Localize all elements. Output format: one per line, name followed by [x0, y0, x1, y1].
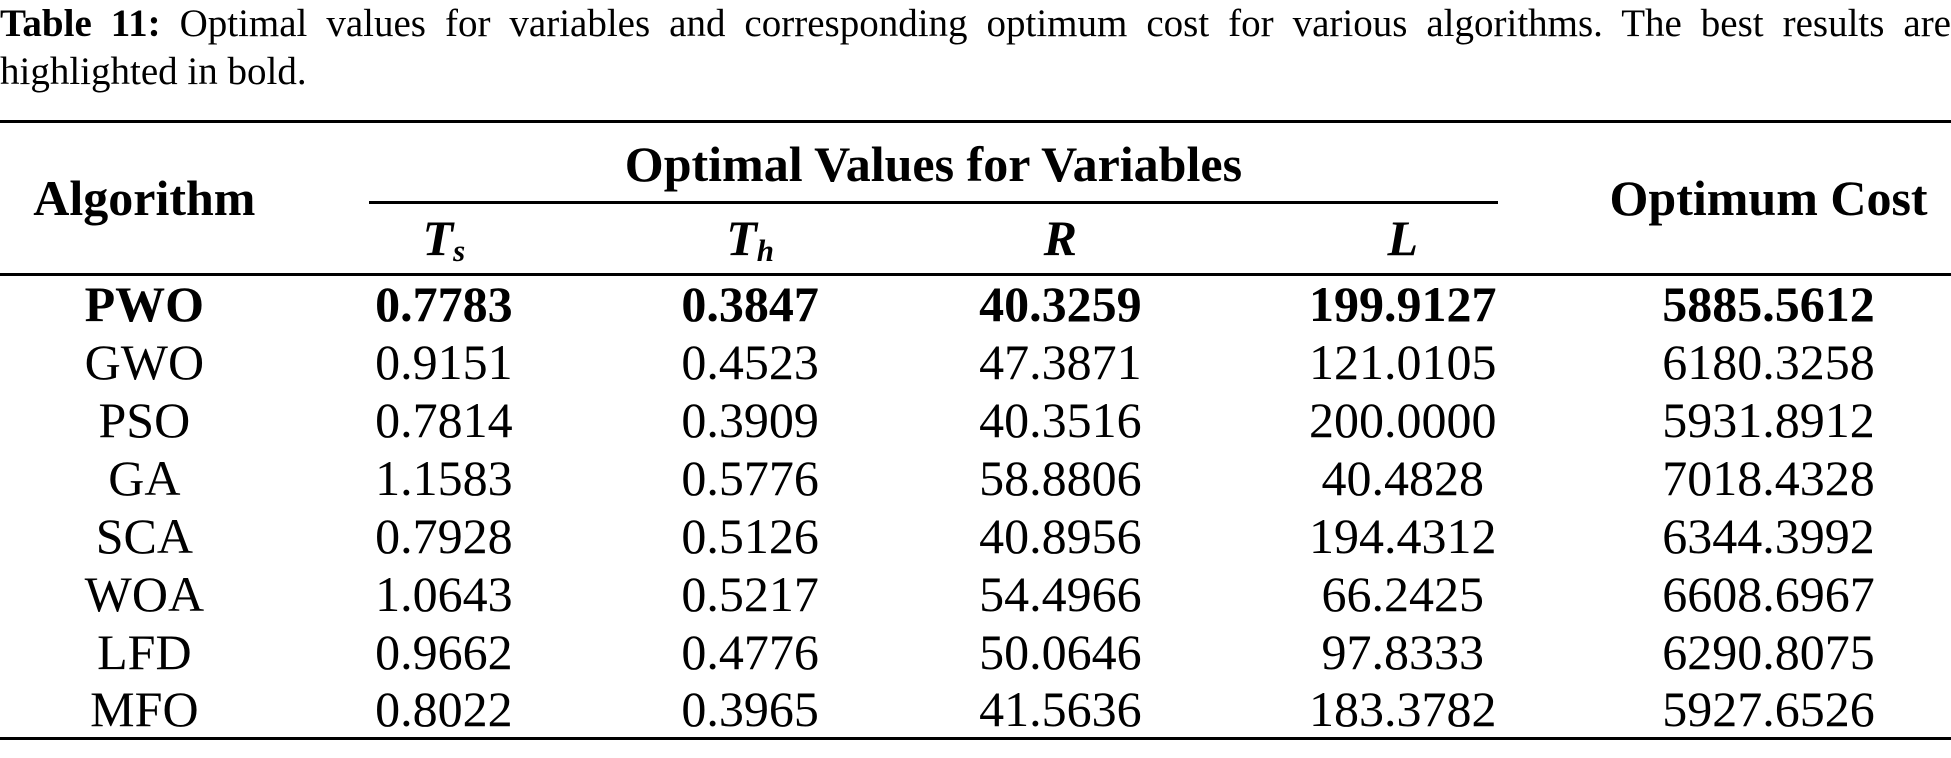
- cell-cost: 6608.6967: [1662, 565, 1875, 622]
- cell-l: 121.0105: [1308, 333, 1497, 390]
- cell-th: 0.3909: [681, 391, 819, 448]
- col-header-ts: Ts: [422, 210, 466, 268]
- cell-r: 41.5636: [979, 680, 1142, 737]
- cell-ts: 1.1583: [375, 449, 513, 506]
- cell-r: 40.3516: [979, 391, 1142, 448]
- cell-cost: 5927.6526: [1662, 680, 1875, 737]
- table-row: LFD 0.9662 0.4776 50.0646 97.8333 6290.8…: [0, 623, 1951, 681]
- cell-r: 40.8956: [979, 507, 1142, 564]
- results-table: Algorithm Optimal Values for Variables O…: [0, 120, 1951, 740]
- cell-l: 97.8333: [1321, 623, 1484, 680]
- cell-algorithm: SCA: [95, 507, 193, 564]
- cell-cost: 5931.8912: [1662, 391, 1875, 448]
- cell-cost: 5885.5612: [1662, 276, 1875, 333]
- cell-r: 50.0646: [979, 623, 1142, 680]
- table-row: GWO 0.9151 0.4523 47.3871 121.0105 6180.…: [0, 333, 1951, 391]
- cell-algorithm: PWO: [84, 276, 205, 333]
- cell-cost: 7018.4328: [1662, 449, 1875, 506]
- cell-algorithm: MFO: [90, 680, 199, 737]
- table-caption-text: Optimal values for variables and corresp…: [179, 2, 1951, 45]
- table-row: GA 1.1583 0.5776 58.8806 40.4828 7018.43…: [0, 449, 1951, 507]
- cell-th: 0.5776: [681, 449, 819, 506]
- cell-cost: 6290.8075: [1662, 623, 1875, 680]
- table-row: PWO 0.7783 0.3847 40.3259 199.9127 5885.…: [0, 275, 1951, 333]
- cell-th: 0.5217: [681, 565, 819, 622]
- cell-cost: 6344.3992: [1662, 507, 1875, 564]
- cell-r: 58.8806: [979, 449, 1142, 506]
- cell-r: 47.3871: [979, 333, 1142, 390]
- cell-ts: 0.7783: [375, 276, 513, 333]
- cell-th: 0.3965: [681, 680, 819, 737]
- cell-r: 40.3259: [979, 276, 1142, 333]
- span-header-variables: Optimal Values for Variables: [289, 122, 1586, 204]
- cell-r: 54.4966: [979, 565, 1142, 622]
- cell-th: 0.4776: [681, 623, 819, 680]
- table-header: Algorithm Optimal Values for Variables O…: [0, 122, 1951, 275]
- header-row-variables: Ts Th R L: [0, 204, 1951, 275]
- cell-ts: 0.8022: [375, 680, 513, 737]
- cell-l: 183.3782: [1308, 680, 1497, 737]
- header-row-top: Algorithm Optimal Values for Variables O…: [0, 122, 1951, 224]
- cell-algorithm: GA: [108, 449, 181, 506]
- cell-l: 40.4828: [1321, 449, 1484, 506]
- cell-th: 0.5126: [681, 507, 819, 564]
- col-header-algorithm: Algorithm: [33, 170, 256, 226]
- cell-cost: 6180.3258: [1662, 333, 1875, 390]
- col-header-optimum-cost: Optimum Cost: [1609, 170, 1928, 226]
- table-row: PSO 0.7814 0.3909 40.3516 200.0000 5931.…: [0, 391, 1951, 449]
- table-body: PWO 0.7783 0.3847 40.3259 199.9127 5885.…: [0, 275, 1951, 739]
- cell-algorithm: LFD: [97, 623, 192, 680]
- cell-ts: 0.7814: [375, 391, 513, 448]
- cell-l: 194.4312: [1308, 507, 1497, 564]
- table-caption-label: Table 11:: [0, 2, 161, 45]
- table-row: MFO 0.8022 0.3965 41.5636 183.3782 5927.…: [0, 681, 1951, 739]
- cell-algorithm: PSO: [98, 391, 191, 448]
- col-header-th: Th: [726, 210, 775, 268]
- span-header-variables-label: Optimal Values for Variables: [368, 125, 1499, 204]
- table-caption: Table 11: Optimal values for variables a…: [0, 0, 1951, 96]
- cell-algorithm: GWO: [84, 333, 205, 390]
- cell-ts: 1.0643: [375, 565, 513, 622]
- cell-ts: 0.9151: [375, 333, 513, 390]
- cell-l: 199.9127: [1308, 276, 1497, 333]
- cell-th: 0.4523: [681, 333, 819, 390]
- col-header-r: R: [1043, 210, 1077, 267]
- table-row: WOA 1.0643 0.5217 54.4966 66.2425 6608.6…: [0, 565, 1951, 623]
- cell-th: 0.3847: [681, 276, 819, 333]
- cell-ts: 0.7928: [375, 507, 513, 564]
- cell-l: 200.0000: [1308, 391, 1497, 448]
- cell-ts: 0.9662: [375, 623, 513, 680]
- table-caption-line1: Table 11: Optimal values for variables a…: [0, 0, 1951, 48]
- cell-algorithm: WOA: [84, 565, 205, 622]
- table-row: SCA 0.7928 0.5126 40.8956 194.4312 6344.…: [0, 507, 1951, 565]
- cell-l: 66.2425: [1321, 565, 1484, 622]
- col-header-l: L: [1387, 210, 1418, 267]
- table-caption-line2: highlighted in bold.: [0, 50, 307, 93]
